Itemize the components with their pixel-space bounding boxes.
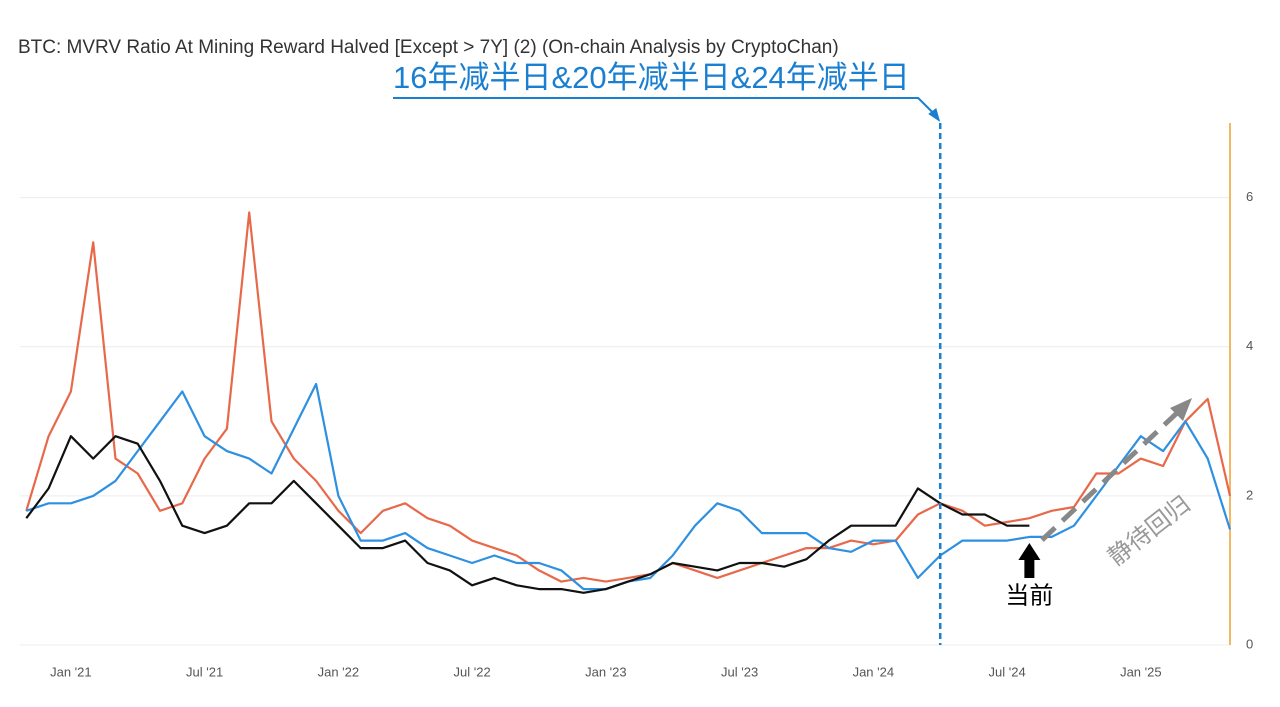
series-line [25,211,1232,583]
x-tick-label: Jul '23 [721,664,758,679]
return-label: 静待回归 [1103,491,1195,571]
current-arrow [1018,543,1041,578]
y-tick-label: 0 [1246,636,1253,651]
y-tick-label: 2 [1246,487,1253,502]
x-tick-label: Jul '21 [186,664,223,679]
x-tick-label: Jul '24 [989,664,1026,679]
halving-arrowhead [928,108,941,122]
x-tick-label: Jan '24 [853,664,895,679]
x-tick-label: Jan '21 [50,664,92,679]
chart-title: BTC: MVRV Ratio At Mining Reward Halved … [18,37,839,58]
series-line [25,435,1030,594]
return-arrowhead [1170,398,1192,421]
x-tick-label: Jan '23 [585,664,627,679]
y-tick-label: 4 [1246,338,1253,353]
x-tick-label: Jan '25 [1120,664,1162,679]
current-label: 当前 [1005,582,1053,609]
series-line [25,382,1232,591]
y-tick-label: 6 [1246,189,1253,204]
halving-pointer [393,97,937,117]
x-tick-label: Jan '22 [318,664,360,679]
halving-label: 16年减半日&20年减半日&24年减半日 [393,60,910,95]
x-tick-label: Jul '22 [454,664,491,679]
return-arrow [1040,410,1180,542]
